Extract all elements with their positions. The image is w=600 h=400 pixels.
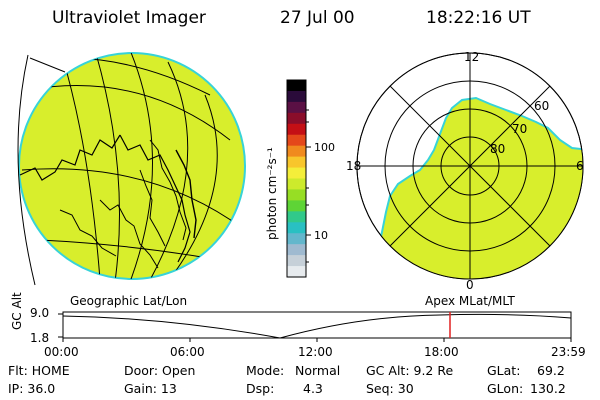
gain-value: Gain: 13 bbox=[124, 381, 177, 396]
color-scale-swatch bbox=[287, 244, 306, 256]
color-scale-swatch bbox=[287, 255, 306, 267]
timeline-ylabel: GC Alt bbox=[10, 292, 24, 330]
gc-altitude: GC Alt: 9.2 Re bbox=[366, 363, 454, 378]
mlt-label-0: 0 bbox=[466, 278, 474, 292]
glat-value: 69.2 bbox=[537, 363, 565, 378]
color-scale-swatch bbox=[287, 189, 306, 201]
color-scale-swatch bbox=[287, 123, 306, 136]
mlat-label-60: 60 bbox=[534, 99, 549, 113]
timeline-tick-1800: 18:00 bbox=[424, 345, 459, 359]
time-label: 18:22:16 UT bbox=[426, 8, 531, 28]
glat-label: GLat: bbox=[487, 363, 521, 378]
color-scale-swatch bbox=[287, 266, 306, 278]
color-scale-swatch bbox=[287, 145, 306, 158]
dsp-label: Dsp: bbox=[246, 381, 275, 396]
apex-label: Apex MLat/MLT bbox=[425, 294, 515, 308]
color-scale-swatch bbox=[287, 156, 306, 169]
mlt-label-18: 18 bbox=[346, 159, 361, 173]
geographic-map bbox=[17, 52, 246, 286]
sequence-number: Seq: 30 bbox=[366, 381, 414, 396]
colorbar-tick-100: 100 bbox=[314, 141, 335, 154]
glon-value: 130.2 bbox=[530, 381, 566, 396]
mlat-label-80: 80 bbox=[490, 142, 505, 156]
mlt-label-6: 6 bbox=[576, 159, 584, 173]
color-scale-swatch bbox=[287, 200, 306, 212]
geographic-label: Geographic Lat/Lon bbox=[70, 294, 188, 308]
color-scale-swatch bbox=[287, 112, 306, 125]
dsp-value: 4.3 bbox=[303, 381, 323, 396]
outer-meridian-arc bbox=[17, 54, 36, 286]
color-scale-swatch bbox=[287, 222, 306, 234]
mlt-label-12: 12 bbox=[464, 50, 479, 64]
color-scale-swatch bbox=[287, 167, 306, 180]
altitude-timeline bbox=[58, 311, 572, 342]
color-scale-bar bbox=[287, 80, 306, 278]
timeline-ymax: 9.0 bbox=[30, 306, 50, 320]
altitude-curve bbox=[62, 313, 572, 339]
mode-label: Mode: bbox=[246, 363, 285, 378]
timeline-tick-0000: 00:00 bbox=[44, 345, 79, 359]
color-scale-swatch bbox=[287, 101, 306, 114]
instrument-title: Ultraviolet Imager bbox=[52, 8, 206, 28]
door-status: Door: Open bbox=[124, 363, 196, 378]
glon-label: GLon: bbox=[487, 381, 524, 396]
color-scale-swatch bbox=[287, 134, 306, 147]
mode-value: Normal bbox=[295, 363, 341, 378]
colorbar-tick-10: 10 bbox=[314, 229, 328, 242]
lat-lon-grid bbox=[19, 53, 245, 279]
color-scale-swatch bbox=[287, 90, 306, 103]
polar-map: 12 18 6 0 60 70 80 bbox=[346, 50, 584, 292]
polar-grid bbox=[356, 52, 584, 280]
color-scale-ticks bbox=[306, 109, 311, 263]
timeline-frame bbox=[62, 311, 572, 339]
timeline-tick-1200: 12:00 bbox=[298, 345, 333, 359]
mlat-label-70: 70 bbox=[512, 122, 527, 136]
timeline-tick-2359: 23:59 bbox=[551, 345, 586, 359]
timeline-ymin: 1.8 bbox=[30, 331, 50, 345]
ip-value: IP: 36.0 bbox=[8, 381, 56, 396]
color-scale-swatch bbox=[287, 233, 306, 245]
colorbar-unit-label: photon cm⁻²s⁻¹ bbox=[265, 147, 279, 240]
color-scale-swatch bbox=[287, 178, 306, 191]
date-label: 27 Jul 00 bbox=[280, 8, 355, 28]
color-scale-frame bbox=[286, 79, 307, 278]
color-scale-swatch bbox=[287, 80, 306, 92]
color-scale-swatch bbox=[287, 211, 306, 223]
timeline-tick-0600: 06:00 bbox=[170, 345, 205, 359]
flight-status: Flt: HOME bbox=[8, 363, 70, 378]
